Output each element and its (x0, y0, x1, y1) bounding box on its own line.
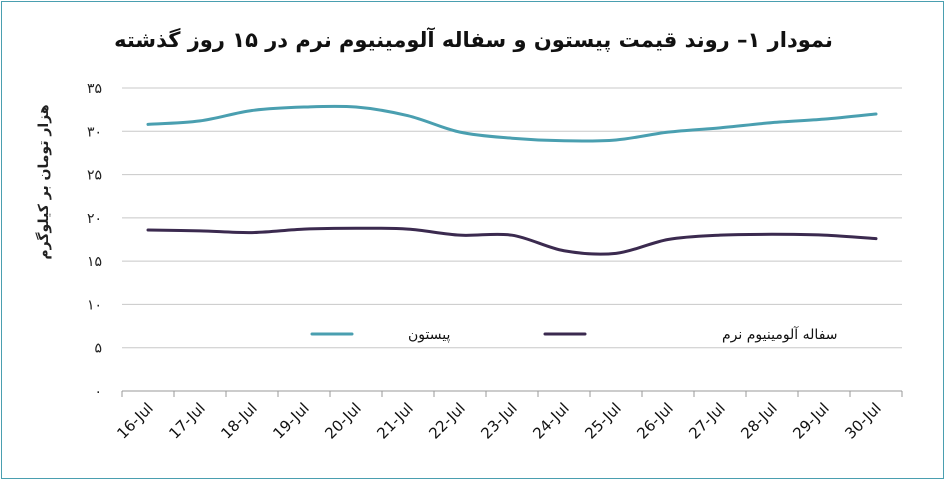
y-tick-label: ۲۰ (87, 211, 102, 227)
legend-label: پیستون (408, 327, 450, 343)
x-tick-label: 18-Jul (217, 399, 260, 442)
x-tick-labels: 16-Jul 17-Jul 18-Jul 19-Jul 20-Jul 21-Jul 22-J… (113, 399, 884, 442)
y-tick-labels: ۰ ۵ ۱۰ ۱۵ ۲۰ ۲۵ ۳۰ ۳۵ (87, 81, 102, 400)
x-tick-label: 24-Jul (529, 399, 572, 442)
x-tick-label: 21-Jul (373, 399, 416, 442)
y-tick-label: ۱۰ (87, 297, 102, 313)
y-tick-label: ۵ (94, 341, 102, 357)
gridlines (122, 87, 902, 349)
x-tick-label: 28-Jul (737, 399, 780, 442)
x-tick-label: 20-Jul (321, 399, 364, 442)
x-tick-label: 16-Jul (113, 399, 156, 442)
x-axis (121, 390, 903, 397)
x-tick-label: 22-Jul (425, 399, 468, 442)
x-tick-label: 27-Jul (685, 399, 728, 442)
series-lines (146, 104, 878, 256)
y-tick-label: ۱۵ (87, 254, 102, 270)
chart-title: نمودار ۱– روند قیمت پیستون و سفاله آلومی… (114, 28, 833, 52)
x-tick-label: 23-Jul (477, 399, 520, 442)
series-line (146, 226, 878, 256)
x-tick-label: 25-Jul (581, 399, 624, 442)
x-tick-label: 30-Jul (841, 399, 884, 442)
y-tick-label: ۳۰ (87, 124, 102, 140)
y-tick-label: ۰ (94, 384, 102, 400)
x-tick-label: 26-Jul (633, 399, 676, 442)
legend: پیستون سفاله آلومینیوم نرم (310, 326, 838, 343)
x-tick-label: 17-Jul (165, 399, 208, 442)
x-tick-label: 29-Jul (789, 399, 832, 442)
series-line (146, 104, 878, 143)
y-tick-label: ۳۵ (87, 81, 102, 97)
legend-label: سفاله آلومینیوم نرم (722, 326, 838, 343)
x-tick-label: 19-Jul (269, 399, 312, 442)
y-tick-label: ۲۵ (87, 168, 102, 184)
